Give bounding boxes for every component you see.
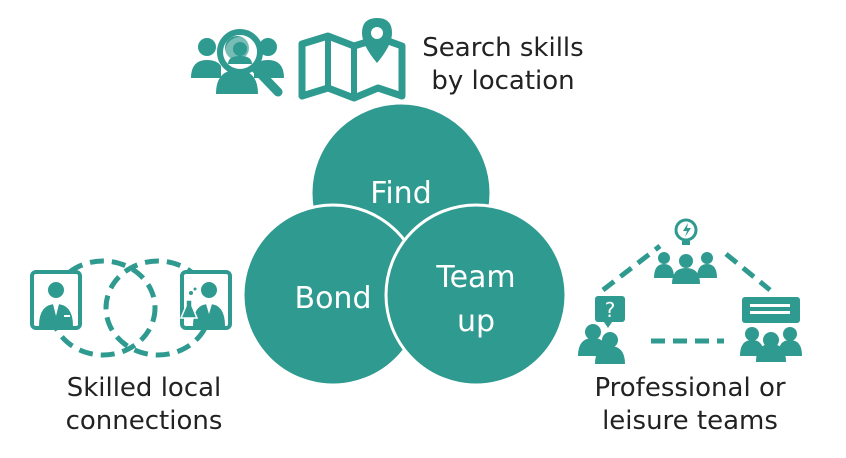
team-label-line1: Team	[435, 260, 515, 295]
idea-team-icon	[654, 218, 717, 284]
question-person-icon: ?	[578, 296, 625, 364]
team-connector-lines	[601, 244, 772, 344]
map-pin-icon	[298, 18, 406, 102]
teams-caption-line2: leisure teams	[602, 406, 778, 436]
venn-diagram: Find Bond Team up	[241, 101, 568, 387]
skilled-caption: Skilled local connections	[44, 372, 244, 438]
teamup-circle	[384, 203, 568, 387]
find-label: Find	[370, 176, 431, 211]
skilled-caption-line2: connections	[65, 406, 223, 436]
teams-caption-line1: Professional or	[594, 373, 786, 403]
people-search-icon	[191, 29, 284, 97]
search-caption-line1: Search skills	[422, 33, 584, 63]
presentation-team-icon	[740, 297, 802, 362]
team-label-line2: up	[457, 304, 495, 339]
teams-caption: Professional or leisure teams	[572, 372, 808, 438]
bond-label: Bond	[295, 281, 372, 316]
search-caption: Search skills by location	[410, 32, 596, 98]
scientist-icon	[179, 270, 232, 330]
svg-text:?: ?	[605, 298, 616, 322]
skilled-caption-line1: Skilled local	[66, 373, 222, 403]
businessman-icon	[30, 270, 82, 330]
search-caption-line2: by location	[431, 66, 575, 96]
